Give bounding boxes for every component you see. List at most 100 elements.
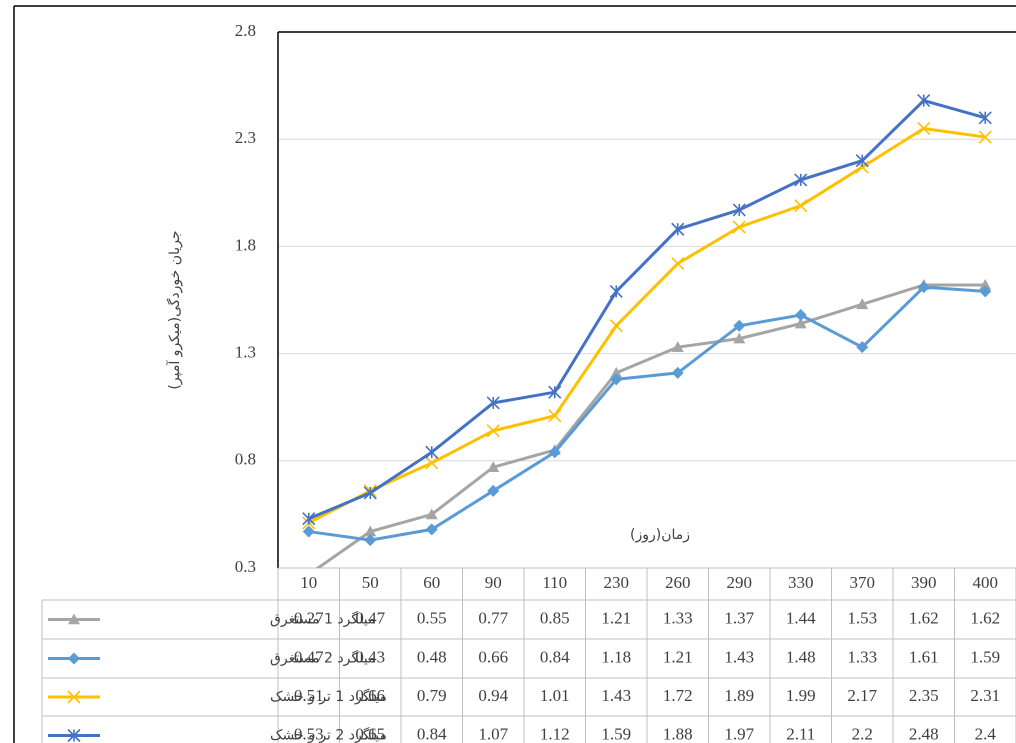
marker: [364, 525, 377, 537]
table-value: 1.99: [786, 686, 816, 705]
table-value: 0.85: [540, 608, 570, 627]
table-value: 1.01: [540, 686, 570, 705]
marker: [978, 130, 992, 144]
marker: [856, 298, 869, 310]
table-value: 0.53: [294, 724, 324, 743]
table-value: 0.79: [417, 686, 447, 705]
y-tick-label: 0.8: [235, 450, 256, 469]
marker: [425, 508, 438, 520]
x-tick-label: 400: [973, 573, 999, 592]
table-value: 1.43: [601, 686, 631, 705]
x-tick-label: 90: [485, 573, 502, 592]
marker: [609, 284, 623, 298]
table-value: 2.4: [975, 724, 997, 743]
marker: [610, 366, 623, 378]
table-value: 1.62: [909, 608, 939, 627]
table-value: 0.51: [294, 686, 324, 705]
y-tick-label: 0.3: [235, 557, 256, 576]
series-line: [308, 126, 986, 525]
table-value: 0.65: [355, 724, 385, 743]
marker: [486, 424, 500, 438]
marker: [671, 341, 684, 352]
x-tick-label: 110: [542, 573, 567, 592]
table-value: 2.11: [786, 724, 815, 743]
table-value: 1.48: [786, 647, 816, 666]
marker: [733, 319, 746, 332]
table-value: 1.59: [601, 724, 631, 743]
table-value: 2.31: [970, 686, 1000, 705]
marker: [732, 203, 746, 217]
marker: [794, 309, 807, 322]
table-value: 0.47: [294, 647, 324, 666]
marker: [609, 319, 623, 333]
table-value: 0.43: [355, 647, 385, 666]
marker: [794, 199, 808, 213]
table-value: 0.66: [478, 647, 508, 666]
legend-label: میلگرد 2 تر و خشک: [270, 727, 387, 743]
marker: [794, 317, 807, 329]
x-tick-label: 10: [300, 573, 317, 592]
y-tick-label: 2.8: [235, 21, 256, 40]
table-value: 0.48: [417, 647, 447, 666]
table-value: 1.21: [601, 608, 631, 627]
table-value: 1.59: [970, 647, 1000, 666]
marker: [917, 281, 930, 294]
table-value: 1.44: [786, 608, 816, 627]
marker: [548, 446, 561, 459]
marker: [978, 111, 992, 125]
table-value: 0.27: [294, 608, 324, 627]
table-value: 1.21: [663, 647, 693, 666]
legend-label: میلگرد 1 مستغرق: [270, 611, 375, 628]
table-value: 1.37: [724, 608, 754, 627]
x-tick-label: 260: [665, 573, 691, 592]
table-value: 1.62: [970, 608, 1000, 627]
x-axis-title: زمان(روز): [630, 527, 690, 543]
table-value: 2.2: [852, 724, 873, 743]
table-value: 1.97: [724, 724, 754, 743]
table-value: 1.07: [478, 724, 508, 743]
marker: [425, 523, 438, 536]
series-line: [308, 285, 986, 542]
marker: [671, 222, 685, 236]
marker: [487, 461, 500, 473]
marker: [487, 484, 500, 497]
x-tick-label: 290: [727, 573, 753, 592]
marker: [856, 341, 869, 354]
marker: [733, 332, 746, 344]
marker: [68, 652, 80, 665]
table-value: 1.33: [847, 647, 877, 666]
table-value: 1.33: [663, 608, 693, 627]
marker: [67, 728, 81, 743]
x-tick-label: 50: [362, 573, 379, 592]
plot-area: [302, 94, 992, 568]
marker: [794, 173, 808, 187]
marker: [979, 278, 992, 290]
table-value: 2.48: [909, 724, 939, 743]
marker: [363, 486, 377, 500]
table-value: 0.66: [355, 686, 385, 705]
marker: [610, 373, 623, 386]
marker: [68, 613, 80, 625]
table-value: 1.61: [909, 647, 939, 666]
x-tick-label: 370: [850, 573, 876, 592]
series-line: [315, 283, 986, 568]
marker: [486, 396, 500, 410]
marker: [732, 220, 746, 234]
table-value: 2.35: [909, 686, 939, 705]
table-value: 1.43: [724, 647, 754, 666]
marker: [364, 534, 377, 547]
x-tick-label: 390: [911, 573, 937, 592]
legend-label: میلگرد 2 مستغرق: [270, 650, 375, 667]
table-value: 1.89: [724, 686, 754, 705]
table-value: 0.55: [417, 608, 447, 627]
table-value: 1.18: [601, 647, 631, 666]
x-tick-label: 330: [788, 573, 814, 592]
series-line: [308, 98, 986, 521]
table-value: 1.88: [663, 724, 693, 743]
marker: [425, 445, 439, 459]
table-value: 0.84: [417, 724, 447, 743]
y-tick-label: 2.3: [235, 128, 256, 147]
x-tick-label: 60: [423, 573, 440, 592]
marker: [671, 366, 684, 379]
legend-label: میلگرد 1 تر و خشک: [270, 688, 387, 705]
